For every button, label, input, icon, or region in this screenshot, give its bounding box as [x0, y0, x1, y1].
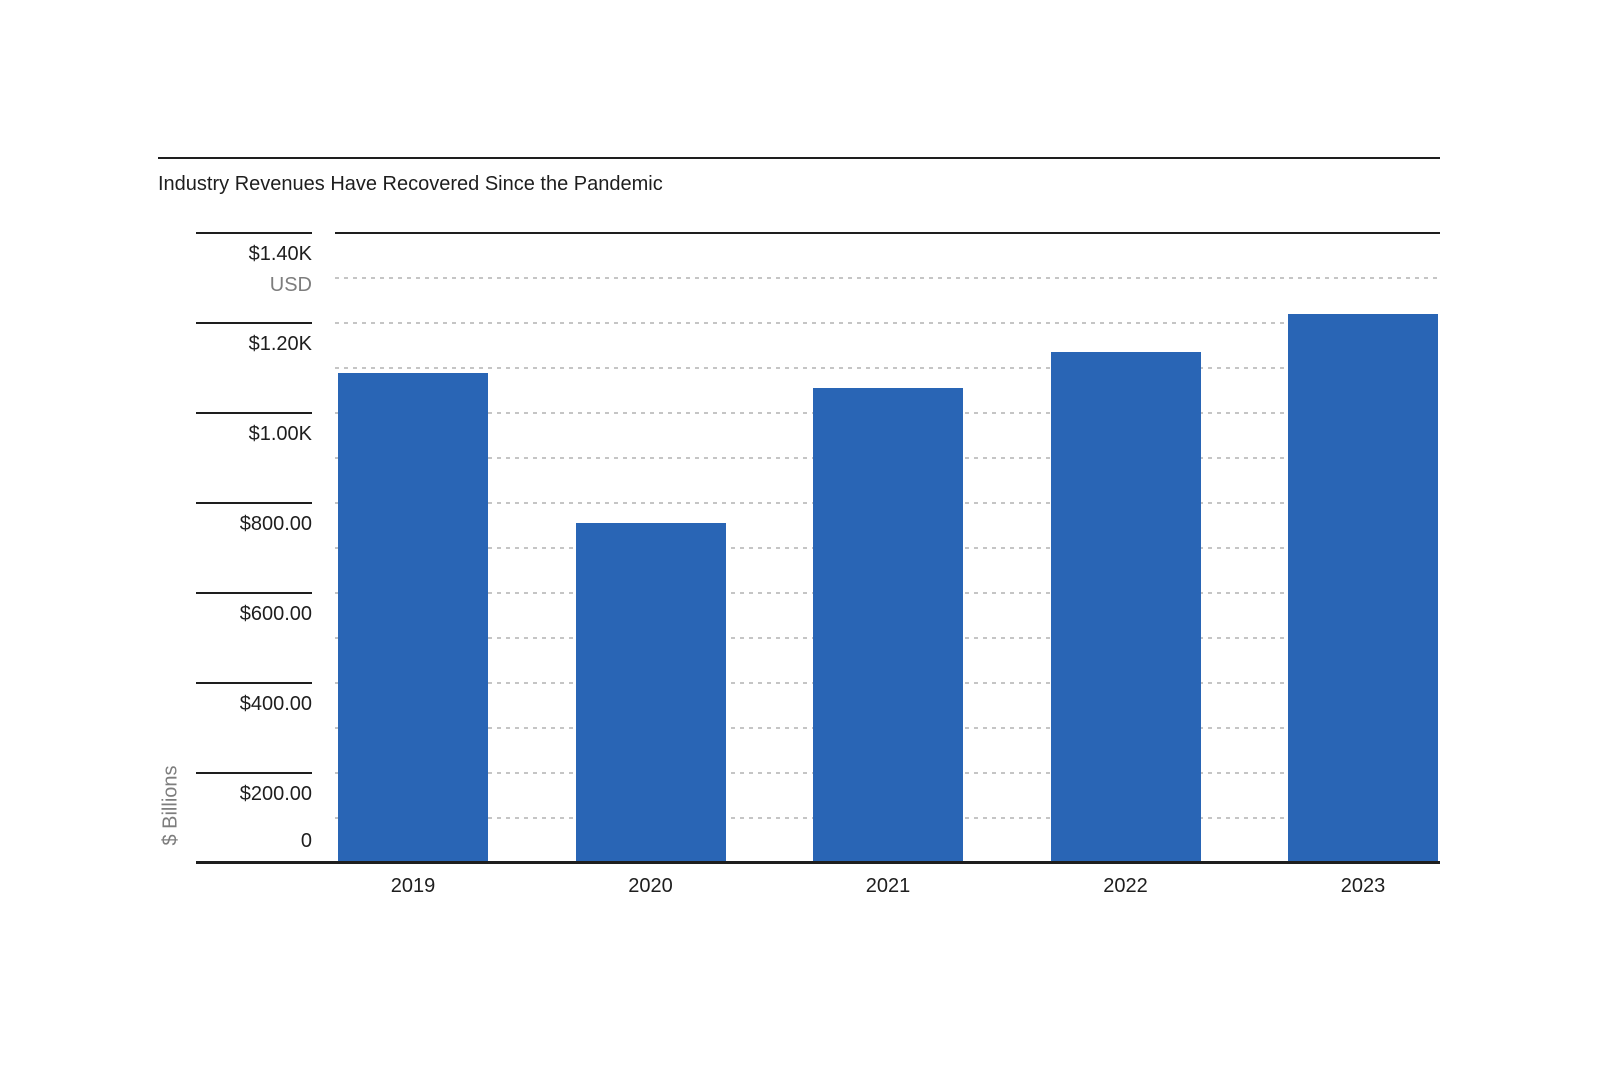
x-axis-baseline — [196, 861, 1440, 864]
y-tick-label-1200: $1.20K — [248, 333, 312, 355]
gridline-1100 — [335, 367, 1440, 369]
bar-2021 — [813, 388, 963, 863]
y-tick-line-400 — [196, 682, 312, 684]
bar-2019 — [338, 372, 488, 863]
x-tick-label-2023: 2023 — [1340, 875, 1386, 897]
y-tick-label-1000: $1.00K — [248, 423, 312, 445]
y-tick-line-600 — [196, 592, 312, 594]
bar-2023 — [1288, 314, 1438, 863]
y-tick-line-1200 — [196, 322, 312, 324]
y-tick-line-1400 — [196, 232, 312, 234]
chart-title: Industry Revenues Have Recovered Since t… — [158, 173, 663, 195]
gridline-1200 — [335, 322, 1440, 324]
x-tick-label-2020: 2020 — [628, 875, 673, 897]
plot-area — [335, 233, 1440, 863]
x-tick-label-2022: 2022 — [1103, 875, 1148, 897]
y-tick-label-200: $200.00 — [239, 783, 312, 805]
y-axis-unit-label: USD — [269, 274, 312, 296]
y-tick-label-600: $600.00 — [239, 603, 312, 625]
y-axis: $1.40K $1.20K $1.00K $800.00 $600.00 $400.00 $… — [196, 232, 312, 863]
gridline-1300 — [335, 277, 1440, 279]
plot-top-border — [335, 232, 1440, 234]
y-tick-label-1400: $1.40K — [248, 243, 312, 265]
title-top-rule — [158, 157, 1440, 159]
y-tick-line-200 — [196, 772, 312, 774]
y-tick-label-0: 0 — [300, 830, 312, 852]
bar-2022 — [1050, 352, 1201, 863]
x-tick-label-2019: 2019 — [390, 875, 436, 897]
y-tick-label-800: $800.00 — [239, 513, 312, 535]
y-tick-label-400: $400.00 — [239, 693, 312, 715]
y-tick-line-800 — [196, 502, 312, 504]
x-tick-label-2021: 2021 — [865, 875, 911, 897]
y-axis-title: $ Billions — [159, 765, 182, 846]
y-tick-line-1000 — [196, 412, 312, 414]
bar-2020 — [575, 523, 726, 863]
